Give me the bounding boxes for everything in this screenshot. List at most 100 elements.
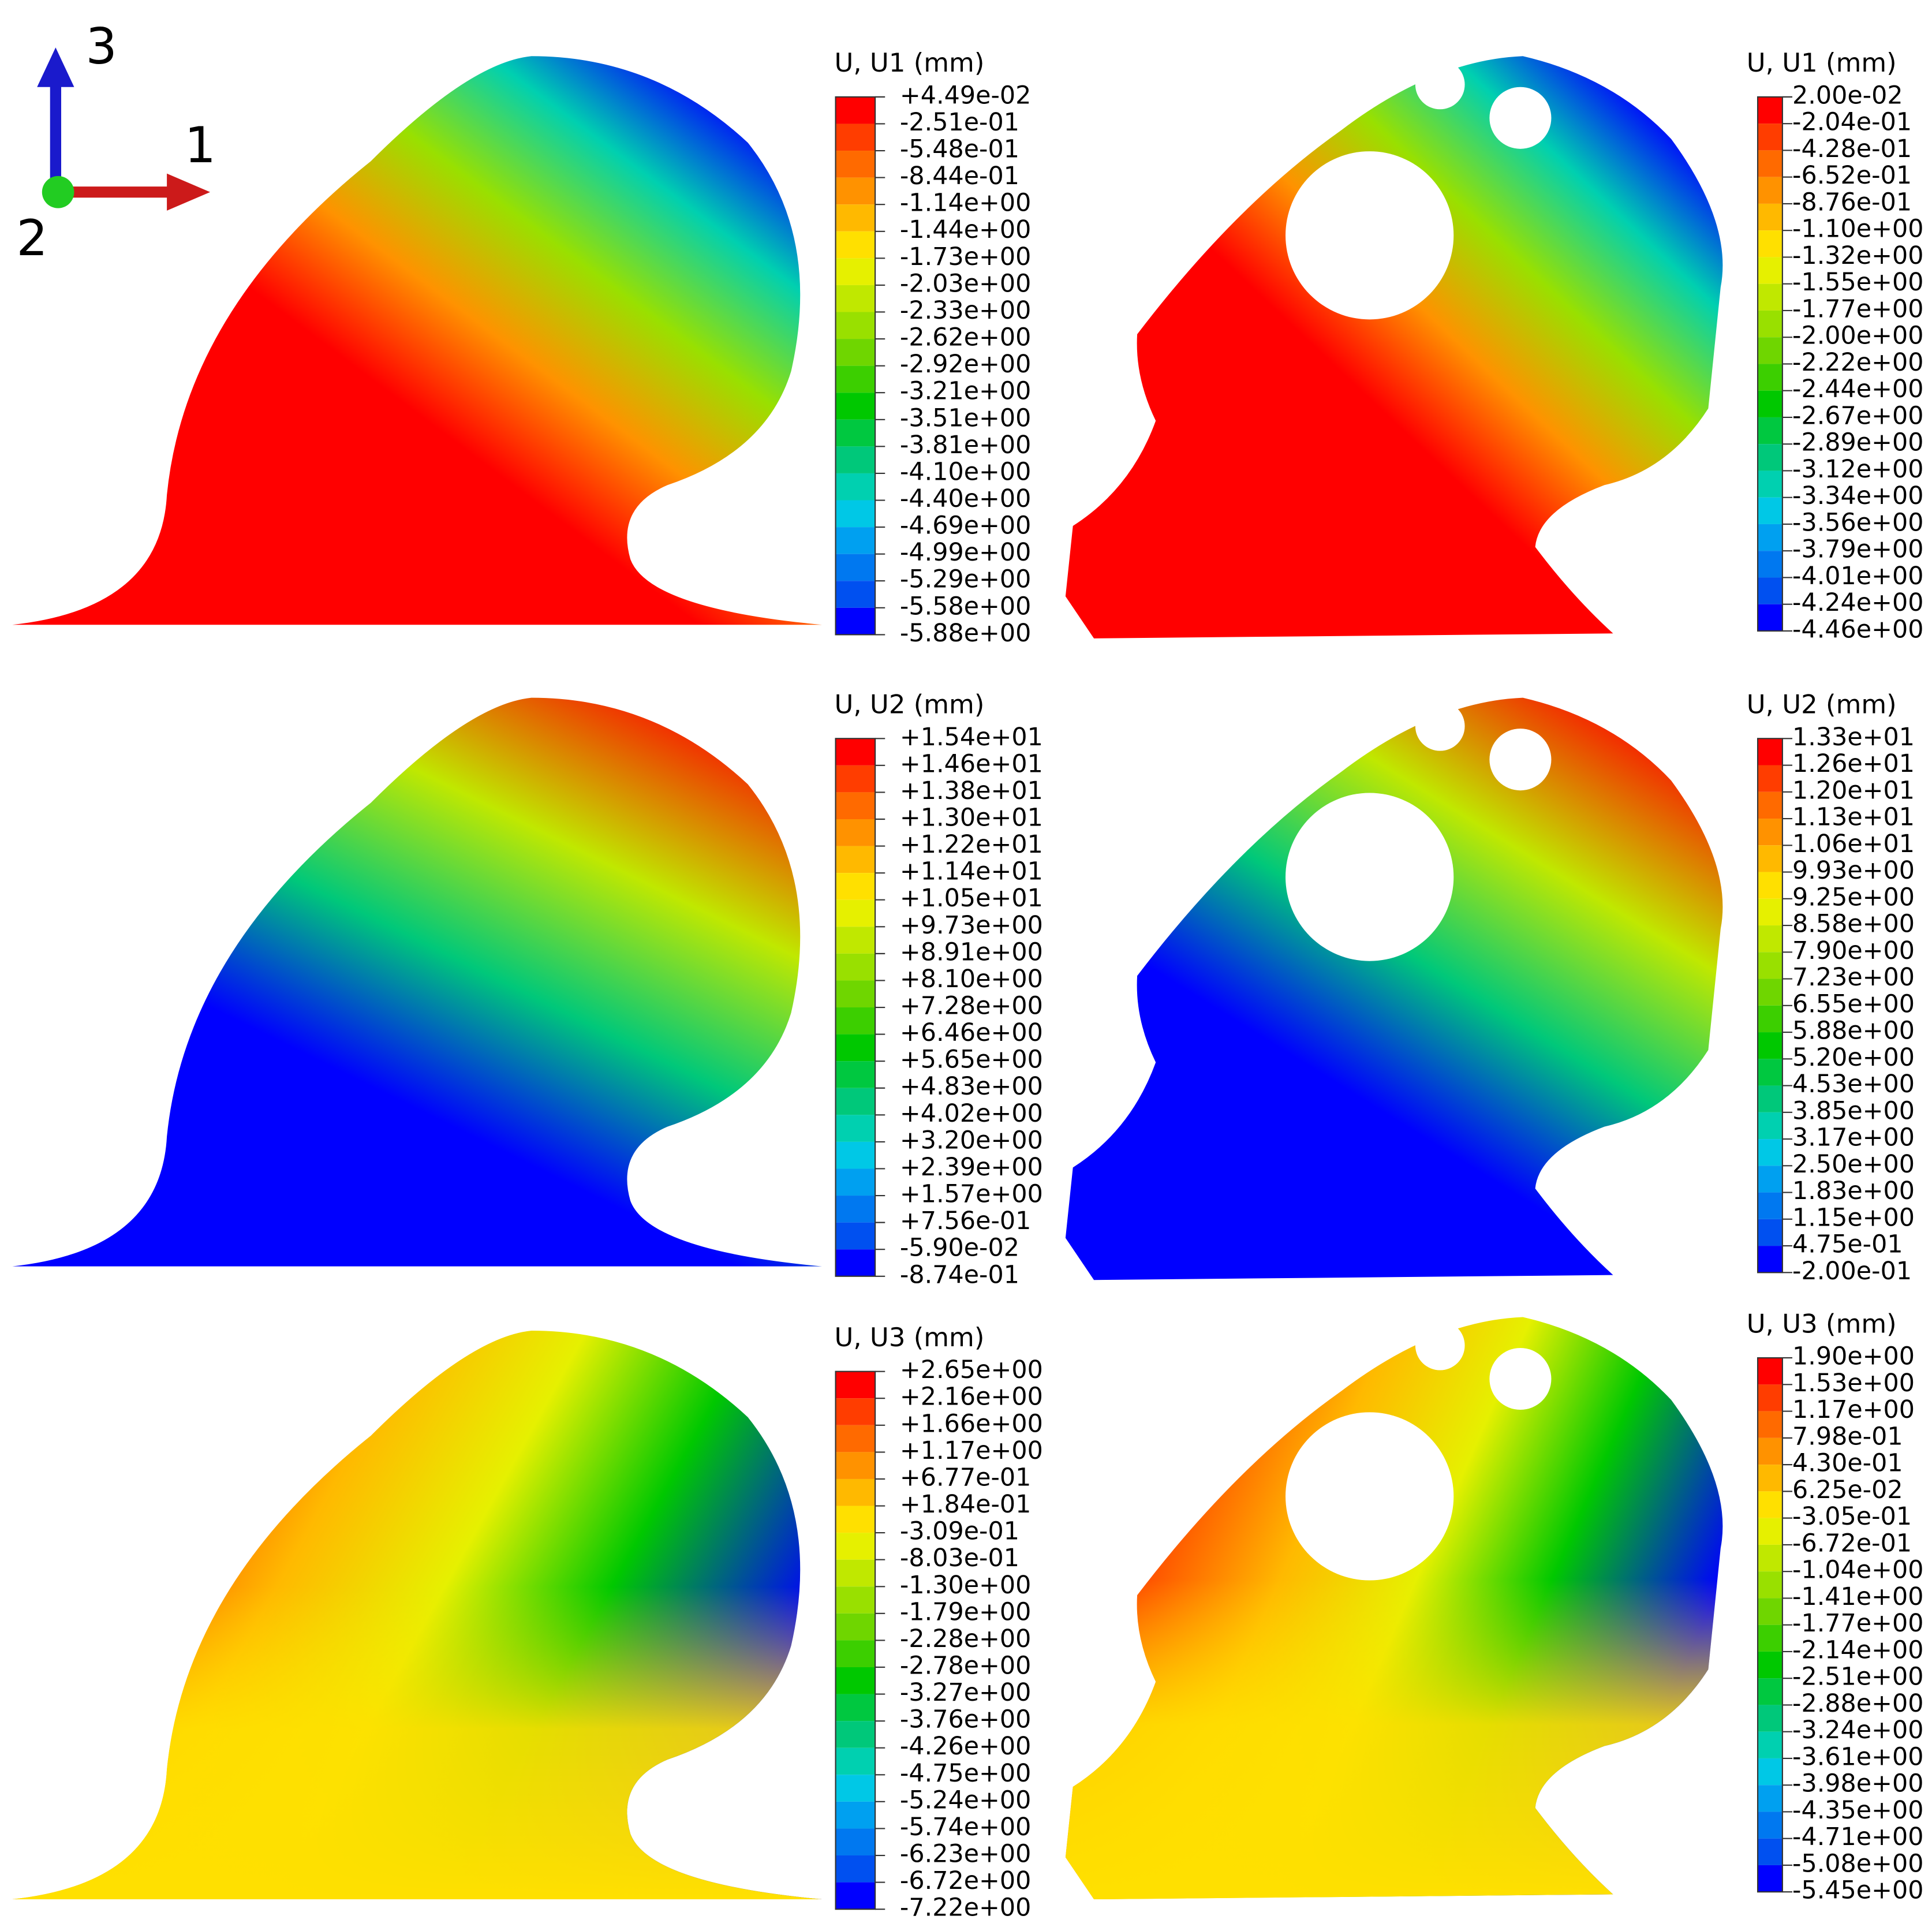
legend-title: U, U3 (mm) [834, 1322, 984, 1353]
legend-band [1758, 1059, 1782, 1086]
contour-overlay [12, 1330, 823, 1900]
legend-band [835, 1478, 876, 1506]
legend-label: +5.65e+00 [900, 1045, 1043, 1074]
legend-band [1758, 310, 1782, 338]
legend-band [835, 738, 876, 765]
hole [1489, 1347, 1552, 1410]
legend-band [1758, 364, 1782, 391]
legend-band [835, 1088, 876, 1115]
legend-label: +7.28e+00 [900, 992, 1043, 1021]
legend-band [835, 204, 876, 231]
legend-label: +1.54e+01 [900, 723, 1043, 752]
legend-label: -2.00e-01 [1792, 1257, 1912, 1286]
legend-band [835, 339, 876, 366]
legend-label: -5.24e+00 [900, 1786, 1031, 1814]
legend-band [835, 1222, 876, 1250]
contour-overlay [1065, 1317, 1723, 1900]
legend-band [835, 1141, 876, 1169]
legend-band [1758, 872, 1782, 899]
legend-band [835, 953, 876, 981]
legend-band [835, 1061, 876, 1088]
legend-label: -4.24e+00 [1792, 588, 1923, 617]
legend-label: -4.26e+00 [900, 1732, 1031, 1761]
legend-band [1758, 1731, 1782, 1758]
legend-label: 9.93e+00 [1792, 856, 1915, 885]
legend-band [835, 1640, 876, 1667]
legend-band [1758, 150, 1782, 177]
hole [1415, 1320, 1465, 1370]
legend-band [835, 607, 876, 635]
legend-label: +4.83e+00 [900, 1072, 1043, 1101]
legend-band [1758, 1598, 1782, 1625]
legend-band [835, 1586, 876, 1614]
legend-label: -2.51e+00 [1792, 1663, 1923, 1691]
legend-band [1758, 1192, 1782, 1219]
legend-label: 7.90e+00 [1792, 936, 1915, 965]
legend-band [1758, 979, 1782, 1006]
legend-band [1758, 1112, 1782, 1140]
legend-label: -2.22e+00 [1792, 348, 1923, 377]
legend-label: -2.67e+00 [1792, 401, 1923, 430]
legend-band [1758, 1812, 1782, 1839]
legend-band [1758, 1678, 1782, 1705]
legend-band [1758, 230, 1782, 257]
legend-band [835, 1452, 876, 1479]
legend-label: -3.76e+00 [900, 1705, 1031, 1734]
legend-band [1758, 738, 1782, 765]
legend-label: -1.41e+00 [1792, 1582, 1923, 1611]
legend-band [835, 258, 876, 285]
legend-label: -6.72e-01 [1792, 1529, 1912, 1558]
legend-label: -2.62e+00 [900, 323, 1031, 352]
legend-label: +1.38e+01 [900, 776, 1043, 805]
axis-2-dot [42, 175, 74, 208]
legend-band [1758, 1139, 1782, 1166]
legend-band [835, 96, 876, 124]
legend-band [1758, 791, 1782, 819]
legend-band [835, 446, 876, 473]
legend-band [1758, 1624, 1782, 1652]
legend-label: 1.26e+01 [1792, 749, 1915, 778]
legend-band [1758, 497, 1782, 524]
legend-label: +1.66e+00 [900, 1409, 1043, 1438]
legend-title: U, U1 (mm) [834, 47, 984, 78]
legend-label: 4.53e+00 [1792, 1070, 1915, 1099]
legend-band [1758, 444, 1782, 471]
legend-label: -2.04e-01 [1792, 108, 1912, 137]
legend-label: -5.90e-02 [900, 1234, 1019, 1263]
legend-band [835, 1533, 876, 1560]
legend-label: +4.49e-02 [900, 81, 1031, 110]
legend-label: -6.23e+00 [900, 1840, 1031, 1869]
legend-band [1758, 257, 1782, 284]
legend-band [835, 1398, 876, 1425]
legend-band [835, 1034, 876, 1062]
hole [1489, 87, 1552, 149]
legend-label: -3.12e+00 [1792, 455, 1923, 484]
legend-band [835, 1559, 876, 1587]
legend-band [1758, 1705, 1782, 1732]
legend-band [1758, 470, 1782, 498]
legend-label: +1.17e+00 [900, 1436, 1043, 1465]
legend-label: 3.85e+00 [1792, 1096, 1915, 1125]
legend-label: 7.98e-01 [1792, 1422, 1903, 1451]
legend-label: 2.00e-02 [1792, 81, 1903, 110]
legend-band [1758, 952, 1782, 979]
contour-body [1065, 56, 1723, 638]
axis-1-label: 1 [185, 117, 216, 174]
legend-band [1758, 1219, 1782, 1246]
legend-band [1758, 177, 1782, 204]
legend-band [835, 1667, 876, 1694]
legend-label: -2.78e+00 [900, 1651, 1031, 1680]
legend-band [1758, 96, 1782, 124]
legend-band [835, 554, 876, 581]
legend-label: 1.20e+01 [1792, 776, 1915, 805]
legend-label: -5.29e+00 [900, 565, 1031, 594]
legend-label: -4.69e+00 [900, 511, 1031, 540]
legend-label: 4.30e-01 [1792, 1449, 1903, 1478]
legend-band [1758, 925, 1782, 953]
legend-label: +9.73e+00 [900, 911, 1043, 940]
legend-band [835, 1828, 876, 1856]
legend-band [835, 1007, 876, 1035]
legend-label: 5.20e+00 [1792, 1043, 1915, 1072]
legend-label: -5.88e+00 [900, 619, 1031, 648]
